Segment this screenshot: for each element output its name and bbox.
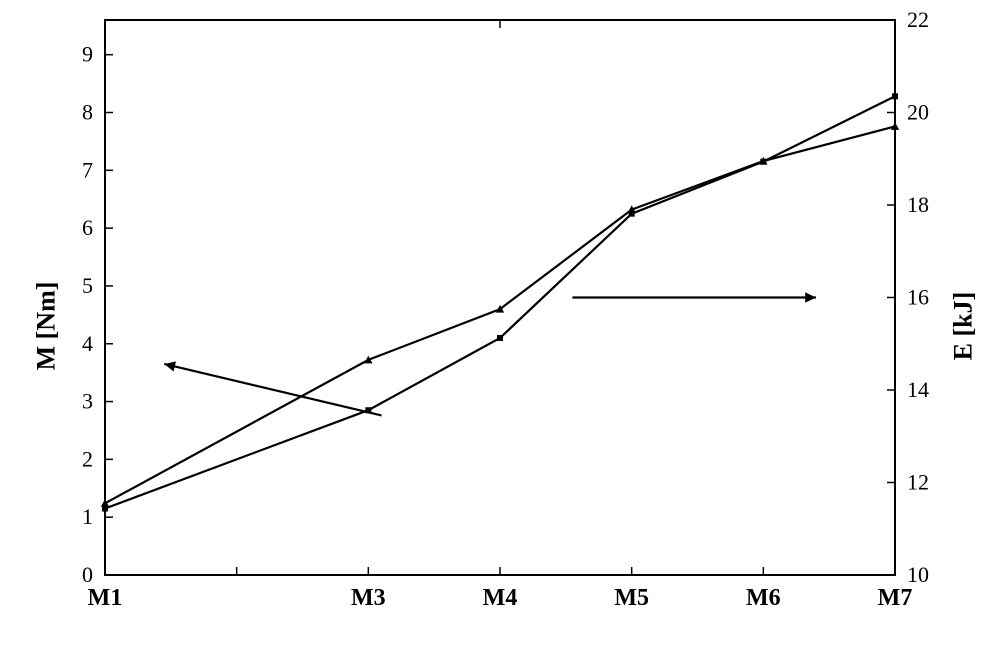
series-m-marker bbox=[497, 335, 503, 341]
y-right-tick-label: 18 bbox=[907, 192, 929, 217]
y-left-tick-label: 5 bbox=[82, 273, 93, 298]
y-right-tick-label: 10 bbox=[907, 562, 929, 587]
y-left-tick-label: 9 bbox=[82, 42, 93, 67]
y-right-axis-label: E [kJ] bbox=[949, 291, 979, 360]
x-category-label: M6 bbox=[746, 585, 781, 611]
y-right-tick-label: 16 bbox=[907, 285, 929, 310]
x-category-label: M1 bbox=[88, 585, 123, 611]
y-left-tick-label: 6 bbox=[82, 215, 93, 240]
y-right-tick-label: 14 bbox=[907, 377, 929, 402]
y-left-axis-label: M [Nm] bbox=[31, 281, 61, 370]
y-left-tick-label: 1 bbox=[82, 504, 93, 529]
x-category-label: M5 bbox=[614, 585, 649, 611]
arrow-to-e-series-head bbox=[805, 292, 816, 302]
y-right-tick-label: 12 bbox=[907, 470, 929, 495]
y-left-tick-label: 0 bbox=[82, 562, 93, 587]
arrow-to-m-series-head bbox=[164, 361, 176, 371]
y-right-tick-label: 20 bbox=[907, 100, 929, 125]
y-left-tick-label: 8 bbox=[82, 100, 93, 125]
y-left-tick-label: 3 bbox=[82, 389, 93, 414]
chart-container: M [Nm] E [kJ] 012345678910121416182022M1… bbox=[0, 0, 1000, 651]
x-category-label: M4 bbox=[483, 585, 518, 611]
y-right-tick-label: 22 bbox=[907, 7, 929, 32]
x-category-label: M3 bbox=[351, 585, 386, 611]
y-left-tick-label: 4 bbox=[82, 331, 93, 356]
y-left-tick-label: 7 bbox=[82, 157, 93, 182]
x-category-label: M7 bbox=[878, 585, 913, 611]
series-m-marker bbox=[892, 93, 898, 99]
series-e-line bbox=[105, 126, 895, 503]
y-left-tick-label: 2 bbox=[82, 446, 93, 471]
dual-axis-line-chart: 012345678910121416182022M1M3M4M5M6M7 bbox=[0, 0, 1000, 651]
